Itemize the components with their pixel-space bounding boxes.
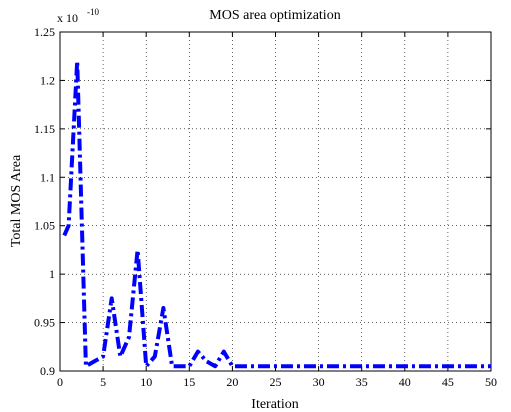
x-tick-label: 10: [140, 375, 152, 389]
x-tick-label: 30: [313, 375, 325, 389]
x-tick-label: 25: [270, 375, 282, 389]
x-tick-label: 45: [442, 375, 454, 389]
series-group: [62, 59, 491, 369]
y-tick-label: 1.05: [34, 219, 55, 233]
x-tick-label: 40: [399, 375, 411, 389]
y-tick-label: 1.15: [34, 122, 55, 136]
y-axis-title: Total MOS Area: [9, 154, 24, 247]
x-tick-label: 15: [183, 375, 195, 389]
chart-title: MOS area optimization: [209, 8, 340, 23]
y-tick-label: 0.9: [40, 364, 55, 378]
y-tick-label: 1.1: [40, 170, 55, 184]
x-tick-label: 35: [356, 375, 368, 389]
x-tick-label: 50: [485, 375, 497, 389]
y-exponent-power: -10: [87, 7, 99, 17]
y-tick-label: 1.2: [40, 73, 55, 87]
x-axis-title: Iteration: [251, 397, 298, 412]
y-tick-label: 1.25: [34, 25, 55, 39]
x-tick-label: 5: [100, 375, 106, 389]
x-tick-label: 0: [57, 375, 63, 389]
grid-lines: [60, 32, 491, 371]
y-tick-label: 0.95: [34, 316, 55, 330]
axis-ticks: 0 5 10 15 20 25 30 35 40 45 50 0.9 0.95 1 1.05 1.1 1.15 1…: [34, 25, 497, 389]
y-exponent-base: x 10: [57, 11, 78, 25]
y-tick-label: 1: [49, 267, 55, 281]
x-tick-label: 20: [226, 375, 238, 389]
series-line: [62, 59, 491, 369]
